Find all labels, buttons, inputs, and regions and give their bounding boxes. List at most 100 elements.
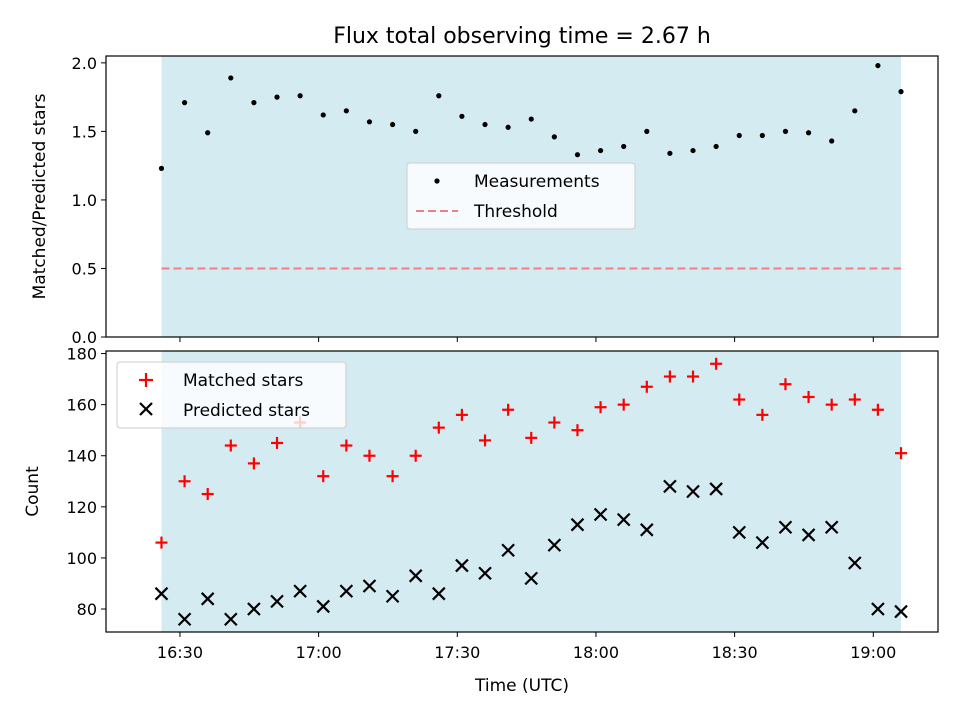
predicted-star-marker <box>755 535 770 550</box>
predicted-star-marker <box>362 579 377 593</box>
bottom-legend-box <box>116 361 347 429</box>
predicted-star-marker <box>778 520 793 535</box>
top-y-ticks: 0.0 0.5 1.0 1.5 2.0 <box>72 54 106 347</box>
measurement-point <box>205 130 211 136</box>
measurement-point <box>551 134 557 140</box>
measurement-point <box>574 152 581 158</box>
matched-star-marker <box>825 398 838 411</box>
matched-star-marker <box>502 403 515 416</box>
bottom-y-tick-label: 140 <box>66 447 97 466</box>
measurement-points <box>158 62 904 171</box>
measurement-point <box>667 150 673 156</box>
matched-star-marker <box>756 408 769 421</box>
predicted-star-marker <box>686 484 700 499</box>
predicted-star-marker <box>593 507 608 522</box>
matched-star-marker <box>479 434 492 447</box>
matched-star-marker <box>594 401 607 414</box>
legend-threshold-label: Threshold <box>473 202 558 222</box>
measurement-point <box>852 108 858 114</box>
measurement-point <box>621 143 627 150</box>
predicted-star-marker <box>478 566 492 581</box>
measurement-point <box>597 147 604 154</box>
top-y-tick-label: 1.5 <box>72 122 97 141</box>
predicted-star-marker <box>501 543 515 558</box>
measurement-point <box>228 75 234 81</box>
bottom-y-tick-label: 100 <box>66 549 97 568</box>
x-tick-label: 17:00 <box>296 643 342 662</box>
measurement-point <box>528 116 534 122</box>
legend-matched-marker <box>139 373 153 387</box>
top-y-tick-label: 1.0 <box>72 191 97 210</box>
matched-star-marker <box>640 380 653 393</box>
measurement-point <box>343 108 349 114</box>
predicted-star-marker <box>640 523 654 537</box>
legend-measurements-marker <box>434 178 440 184</box>
bottom-axes-frame <box>105 350 939 633</box>
bottom-y-tick-label: 180 <box>66 345 97 364</box>
matched-star-marker <box>409 449 422 462</box>
top-y-tick-label: 0.5 <box>72 259 97 278</box>
matched-star-marker <box>548 416 561 429</box>
measurement-point <box>251 100 257 106</box>
measurement-point <box>181 100 188 106</box>
x-tick-label: 17:30 <box>434 643 480 662</box>
top-legend: Measurements Threshold <box>406 162 636 230</box>
matched-star-marker <box>710 357 723 370</box>
measurement-point <box>690 147 696 154</box>
measurement-point <box>644 128 650 134</box>
predicted-star-marker <box>154 586 169 601</box>
matched-star-marker <box>224 439 237 452</box>
predicted-star-marker <box>616 512 631 527</box>
matched-star-marker <box>802 390 815 403</box>
top-y-tick-label: 2.0 <box>72 54 97 73</box>
top-y-tick-label: 0.0 <box>72 328 97 347</box>
predicted-star-marker <box>524 571 539 586</box>
bottom-y-tick-label: 160 <box>66 396 97 415</box>
legend-matched-label: Matched stars <box>183 371 303 391</box>
legend-predicted-label: Predicted stars <box>183 401 310 421</box>
x-tick-label: 18:00 <box>573 643 619 662</box>
predicted-star-marker <box>339 584 354 598</box>
predicted-star-marker <box>570 517 585 532</box>
x-tick-label: 19:00 <box>850 643 896 662</box>
bottom-panel: 80 100 120 140 160 180 16:30 17:00 17:30 18:00 18… <box>23 345 939 696</box>
predicted-star-marker <box>547 538 562 552</box>
measurement-point <box>320 112 326 118</box>
predicted-star-marker <box>247 602 261 616</box>
measurement-point <box>366 119 373 125</box>
measurement-point <box>413 128 419 134</box>
matched-star-marker <box>663 370 676 383</box>
matched-star-marker <box>895 447 908 460</box>
measurement-point <box>736 132 742 139</box>
legend-predicted-marker <box>139 402 153 416</box>
matched-star-marker <box>432 421 445 434</box>
predicted-star-marker <box>709 482 723 496</box>
measurement-point <box>505 124 511 130</box>
measurement-point <box>436 93 442 99</box>
matched-star-marker <box>271 436 284 449</box>
measurement-point <box>158 165 165 171</box>
measurement-point <box>782 128 789 134</box>
measurement-point <box>875 62 881 69</box>
predicted-star-marker <box>732 525 747 540</box>
matched-star-marker <box>386 470 399 483</box>
measurement-point <box>898 89 904 95</box>
matched-star-marker <box>178 475 191 488</box>
matched-star-markers <box>155 357 908 549</box>
x-tick-label: 18:30 <box>712 643 758 662</box>
matched-star-marker <box>687 370 700 383</box>
chart-title: Flux total observing time = 2.67 h <box>333 24 711 49</box>
predicted-star-marker <box>177 612 192 627</box>
predicted-star-marker <box>801 528 816 542</box>
predicted-star-marker <box>432 586 446 601</box>
matched-star-marker <box>317 470 330 483</box>
matched-star-marker <box>525 431 538 444</box>
bottom-y-tick-label: 120 <box>66 498 97 517</box>
matched-star-marker <box>340 439 353 452</box>
bottom-legend: Matched stars Predicted stars <box>116 361 347 429</box>
matched-star-marker <box>247 457 260 470</box>
measurement-point <box>805 130 812 136</box>
matched-star-marker <box>848 393 861 406</box>
top-axes-frame <box>105 55 939 338</box>
matched-star-marker <box>733 393 746 406</box>
